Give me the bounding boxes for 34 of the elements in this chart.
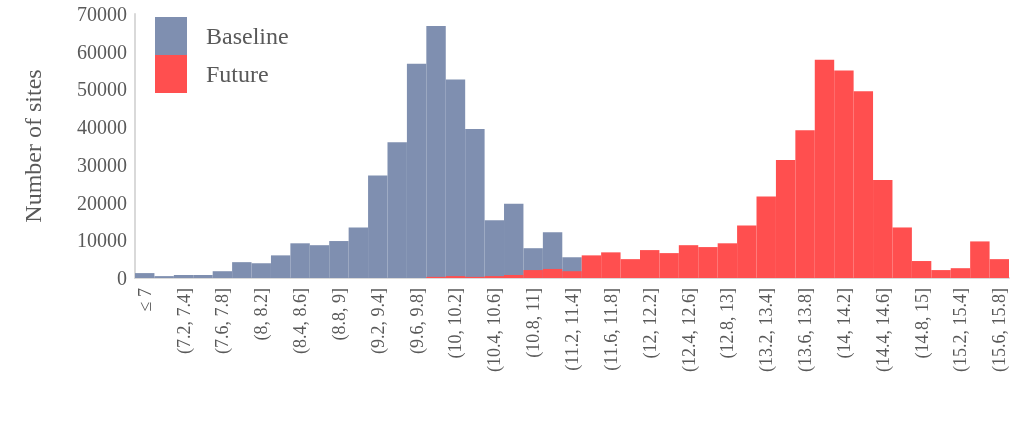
x-tick-label: (7.2, 7.4]	[173, 288, 195, 354]
y-tick-label: 0	[117, 267, 127, 289]
y-axis-title: Number of sites	[20, 69, 46, 223]
y-tick-label: 70000	[77, 3, 127, 25]
x-tick-label: (14, 14.2]	[833, 288, 855, 359]
y-tick-label: 50000	[77, 78, 127, 101]
x-tick-label: (13.6, 13.8]	[795, 288, 817, 372]
x-tick-label: (12, 12.2]	[639, 288, 661, 359]
x-tick-label: (11.2, 11.4]	[562, 288, 583, 371]
x-tick-label: (15.6, 15.8]	[989, 288, 1011, 372]
y-tick-label: 60000	[77, 40, 127, 63]
y-tick-label: 20000	[77, 191, 127, 214]
x-tick-label: (14.4, 14.6]	[872, 288, 894, 372]
x-tick-label: (10.4, 10.6]	[484, 288, 506, 372]
x-tick-label: (15.2, 15.4]	[950, 288, 972, 372]
y-tick-label: 40000	[77, 116, 127, 139]
x-tick-label: (10, 10.2]	[445, 288, 467, 359]
x-tick-label: (10.8, 11]	[523, 288, 545, 358]
x-tick-label: (9.6, 9.8]	[406, 288, 428, 354]
y-tick-label: 10000	[77, 229, 127, 252]
x-tick-label: (9.2, 9.4]	[367, 288, 389, 354]
x-tick-label: (12.8, 13]	[717, 288, 739, 359]
legend-label: Baseline	[206, 23, 289, 49]
x-tick-label: (8.4, 8.6]	[290, 288, 312, 354]
x-tick-label: (12.4, 12.6]	[678, 288, 700, 372]
y-tick-label: 30000	[77, 153, 127, 176]
x-tick-label: (13.2, 13.4]	[756, 288, 778, 372]
x-tick-label: ≤ 7	[134, 288, 155, 312]
x-tick-label: (11.6, 11.8]	[600, 288, 622, 371]
x-tick-label: (8.8, 9]	[328, 288, 350, 341]
legend-label: Future	[206, 61, 269, 87]
x-tick-label: (14.8, 15]	[911, 288, 933, 359]
x-tick-label: (7.6, 7.8]	[212, 288, 234, 354]
x-tick-label: (8, 8.2]	[251, 288, 273, 341]
